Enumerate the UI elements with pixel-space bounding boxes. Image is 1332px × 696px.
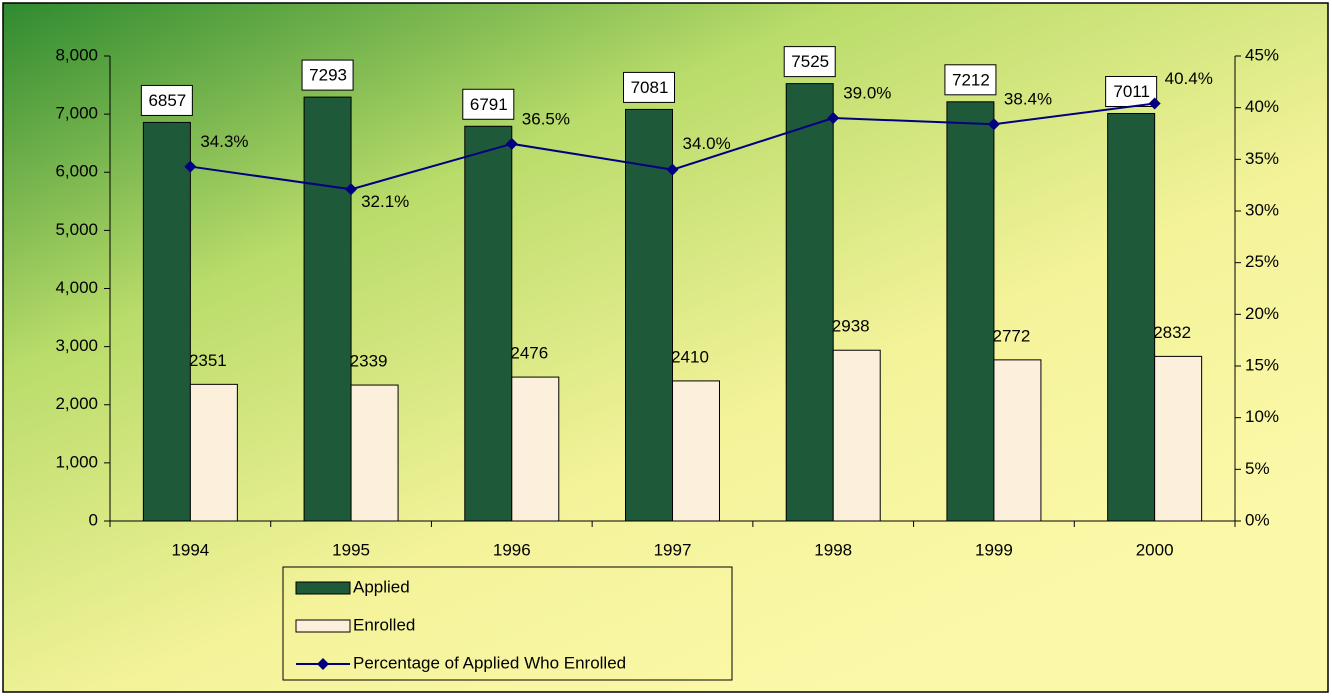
data-label: 7081 <box>631 78 669 97</box>
bar <box>1154 355 1203 522</box>
y-tick-label: 5,000 <box>55 220 98 239</box>
data-label: 2351 <box>189 351 227 370</box>
data-label: 32.1% <box>361 192 409 211</box>
y-tick-label: 6,000 <box>55 162 98 181</box>
data-label: 7293 <box>309 66 347 85</box>
data-label: 7011 <box>1113 82 1150 101</box>
data-label: 2339 <box>350 352 388 371</box>
line-marker <box>1148 97 1161 110</box>
bar <box>511 376 560 522</box>
y-tick-label: 4,000 <box>55 278 98 297</box>
line-marker <box>666 163 679 176</box>
data-label: 7212 <box>952 70 990 89</box>
bar <box>1107 112 1156 522</box>
line-marker <box>505 137 518 150</box>
data-label: 6857 <box>148 91 186 110</box>
legend-swatch <box>317 658 329 670</box>
bar <box>832 349 881 522</box>
bar <box>189 383 238 522</box>
bar <box>350 384 399 522</box>
bar <box>625 108 673 522</box>
legend-label: Applied <box>353 577 410 596</box>
data-label: 2476 <box>510 344 548 363</box>
line-marker <box>987 118 1000 131</box>
y2-tick-label: 40% <box>1245 97 1279 116</box>
data-label-box <box>944 64 997 96</box>
line-marker <box>184 160 197 173</box>
bar <box>993 359 1042 522</box>
y2-tick-label: 35% <box>1245 149 1279 168</box>
y2-tick-label: 20% <box>1245 304 1279 323</box>
data-label: 2938 <box>832 317 870 336</box>
legend-swatch <box>295 581 351 595</box>
y-tick-label: 8,000 <box>55 45 98 64</box>
data-label: 2410 <box>671 347 709 366</box>
data-label: 6791 <box>470 95 508 114</box>
legend-swatch <box>295 619 351 633</box>
data-label: 2832 <box>1153 323 1191 342</box>
data-label-box <box>623 71 675 103</box>
bar <box>142 121 191 522</box>
data-label: 34.3% <box>200 132 248 151</box>
bar <box>946 101 995 522</box>
bar <box>672 380 720 522</box>
legend-box <box>282 566 733 681</box>
data-label-box <box>1105 75 1158 107</box>
legend-label: Percentage of Applied Who Enrolled <box>353 653 626 672</box>
data-label-box <box>140 84 193 116</box>
data-label: 7525 <box>791 52 829 71</box>
data-label: 34.0% <box>683 134 731 153</box>
y-tick-label: 7,000 <box>55 104 98 123</box>
line-marker <box>827 112 840 124</box>
y-tick-label: 0 <box>89 510 98 529</box>
y2-tick-label: 30% <box>1245 200 1279 219</box>
y2-tick-label: 25% <box>1245 252 1279 271</box>
legend-label: Enrolled <box>353 615 415 634</box>
data-label: 36.5% <box>522 109 570 128</box>
data-label: 40.4% <box>1165 69 1213 88</box>
x-tick-label: 1994 <box>171 540 209 559</box>
y-tick-label: 3,000 <box>55 336 98 355</box>
data-label: 38.4% <box>1004 90 1052 109</box>
x-tick-label: 1996 <box>493 540 531 559</box>
y2-tick-label: 45% <box>1245 45 1279 64</box>
y2-tick-label: 0% <box>1245 510 1270 529</box>
x-tick-label: 2000 <box>1136 540 1174 559</box>
data-label-box <box>301 59 354 91</box>
x-tick-label: 1997 <box>654 540 692 559</box>
data-label-box <box>462 88 515 120</box>
y2-tick-label: 15% <box>1245 355 1279 374</box>
x-tick-label: 1999 <box>975 540 1013 559</box>
y-tick-label: 1,000 <box>55 452 98 471</box>
bar <box>303 96 352 522</box>
y-tick-label: 2,000 <box>55 394 98 413</box>
data-label-box <box>783 46 836 78</box>
x-tick-label: 1995 <box>332 540 370 559</box>
bar <box>785 83 834 522</box>
bar <box>464 125 513 522</box>
y2-tick-label: 10% <box>1245 407 1279 426</box>
x-tick-label: 1998 <box>814 540 852 559</box>
data-label: 39.0% <box>843 83 891 102</box>
data-label: 2772 <box>993 326 1031 345</box>
y2-tick-label: 5% <box>1245 459 1270 478</box>
line-marker <box>345 183 358 196</box>
